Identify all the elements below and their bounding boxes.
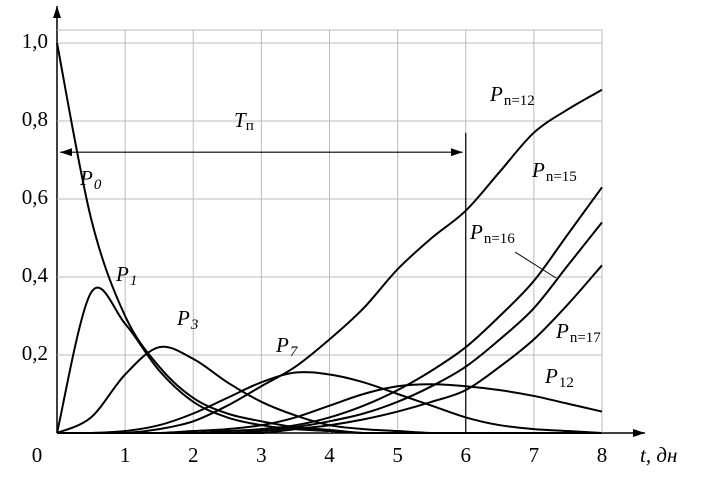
series-label: Pn=15	[531, 158, 577, 186]
series-label: Pn=17	[555, 319, 601, 347]
curve	[56, 264, 603, 435]
x-tick-label: 1	[120, 443, 131, 467]
series-label: P7	[275, 333, 299, 361]
series-label-name: P	[531, 158, 545, 182]
y-tick-label: 0,8	[22, 107, 48, 131]
x-tick-label: 2	[188, 443, 199, 467]
x-tick-label: 0	[32, 443, 43, 467]
y-tick-label: 1,0	[22, 29, 48, 53]
series-label-name: P	[79, 166, 93, 190]
x-tick-label: 7	[529, 443, 540, 467]
x-tick-label: 8	[597, 443, 608, 467]
series-label-subscript: n=12	[504, 93, 535, 109]
series-label: P1	[115, 262, 137, 290]
series-label-name: P	[469, 220, 483, 244]
y-tick-label: 0,6	[22, 185, 48, 209]
series-label-name: P	[544, 364, 558, 388]
y-tick-label: 0,2	[22, 341, 48, 365]
series-label-name: P	[176, 306, 190, 330]
series-label-subscript: 12	[559, 375, 574, 391]
series-label: Pn=16	[469, 220, 515, 248]
series-label-subscript: 1	[130, 273, 138, 289]
series-label: Pn=12	[489, 82, 535, 110]
curve	[56, 88, 603, 435]
x-tick-label: 3	[256, 443, 267, 467]
x-tick-label: 4	[324, 443, 335, 467]
x-tick-label: 5	[392, 443, 403, 467]
leader-line	[514, 251, 557, 279]
series-label-subscript: 3	[190, 317, 199, 333]
series-label-subscript: n=16	[484, 231, 515, 247]
y-tick-label: 0,4	[22, 263, 49, 287]
series-label: P0	[79, 166, 102, 194]
annotation-label-name: T	[234, 108, 247, 132]
x-axis-label: t, дн	[640, 443, 677, 467]
series-label-name: P	[555, 319, 569, 343]
series-label-name: P	[115, 262, 129, 286]
annotation-label: Tп	[234, 108, 254, 135]
series-label-subscript: 0	[94, 177, 102, 193]
curve	[56, 371, 603, 435]
series-label-name: P	[489, 82, 503, 106]
x-tick-label: 6	[461, 443, 472, 467]
series-label: P3	[176, 306, 198, 334]
series-label-subscript: 7	[290, 344, 299, 360]
series-label-name: P	[275, 333, 289, 357]
annotation-label-subscript: п	[246, 118, 254, 134]
series-label: P12	[544, 364, 574, 392]
series-label-subscript: n=15	[546, 169, 577, 185]
series-label-subscript: n=17	[570, 330, 601, 346]
